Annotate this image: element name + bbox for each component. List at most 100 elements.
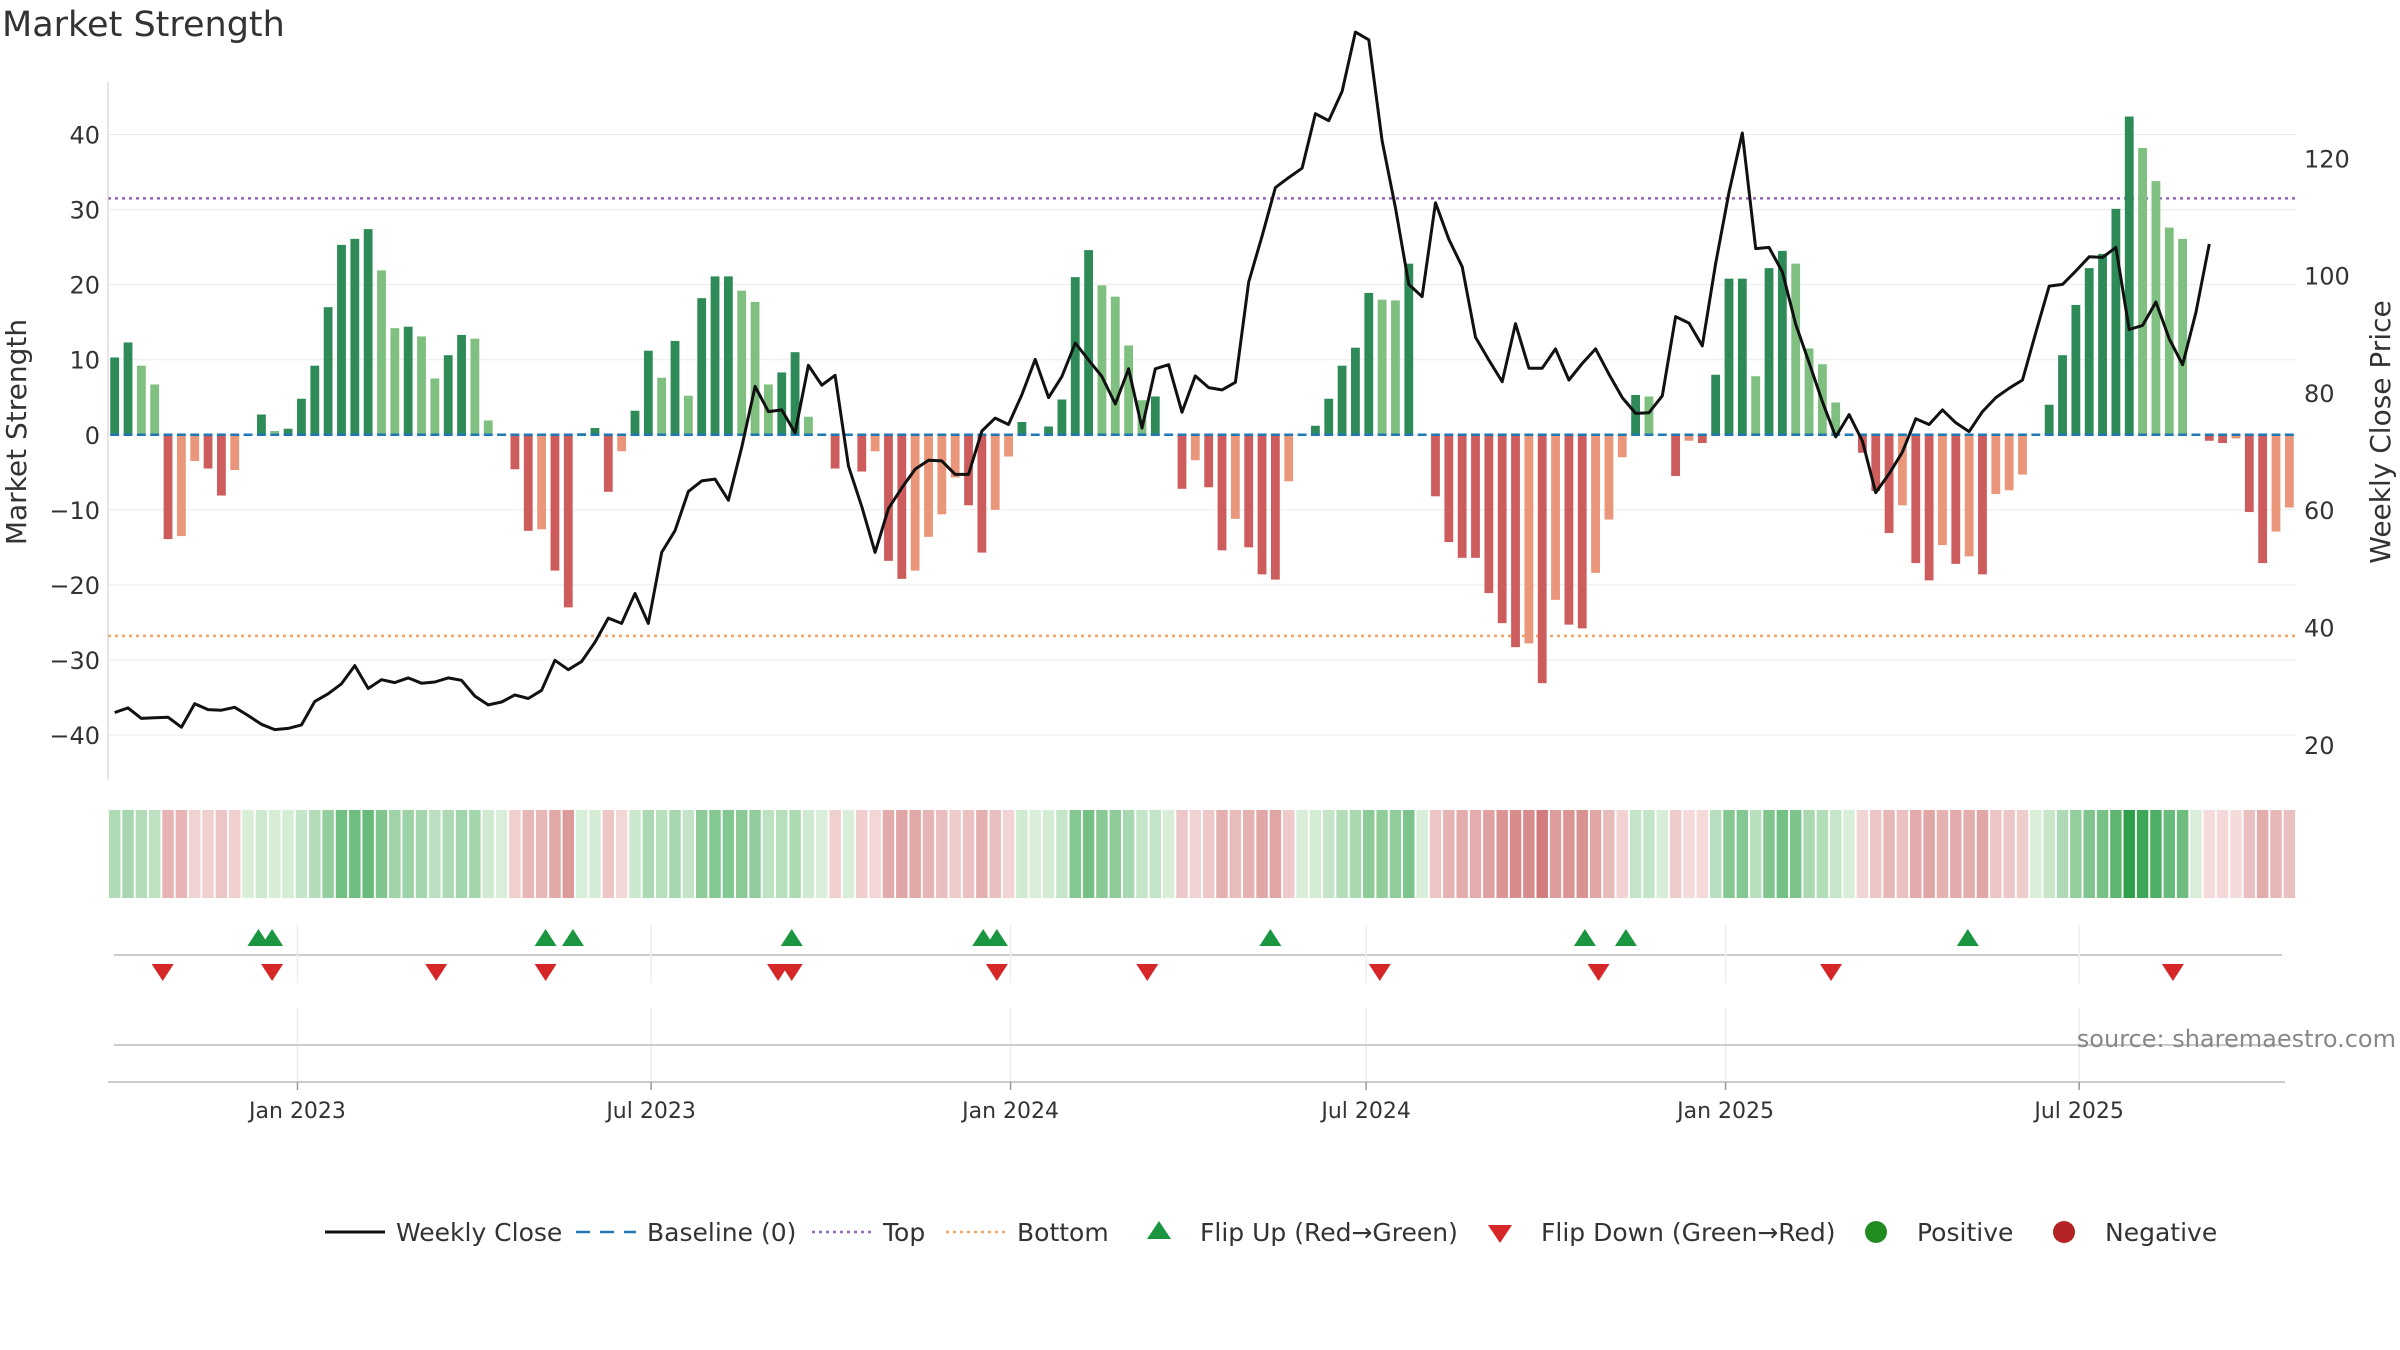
strength-bar <box>2258 434 2268 564</box>
heat-cell <box>2083 810 2095 898</box>
heat-cell <box>1136 810 1148 898</box>
strength-bar <box>977 434 987 553</box>
heat-cell <box>2123 810 2135 898</box>
heat-cell <box>309 810 321 898</box>
strength-bar <box>1751 376 1761 435</box>
heat-cell <box>2230 810 2242 898</box>
heat-cell <box>602 810 615 898</box>
heat-cell <box>1149 810 1162 898</box>
heat-cell <box>1643 810 1655 898</box>
y-tick-label: −40 <box>49 722 100 750</box>
heat-cell <box>2270 810 2282 898</box>
strength-bar <box>283 428 293 435</box>
heat-cell <box>2030 810 2042 898</box>
strength-bar <box>1244 434 1254 548</box>
y2-tick-label: 100 <box>2304 263 2350 291</box>
strength-bar <box>1564 434 1574 625</box>
y2-tick-label: 80 <box>2304 380 2335 408</box>
strength-bar <box>1310 425 1320 435</box>
strength-bar <box>737 290 747 435</box>
strength-heat-strip <box>108 810 2296 898</box>
strength-bar <box>643 350 653 435</box>
strength-bar <box>857 434 867 472</box>
heat-cell <box>1603 810 1615 898</box>
legend: Weekly Close Baseline (0) Top Bottom Flip Up… <box>325 1218 2217 1247</box>
y2-tick-label: 120 <box>2304 145 2350 173</box>
heat-cell <box>1870 810 1882 898</box>
strength-bar <box>2004 434 2014 491</box>
strength-bar <box>563 434 573 608</box>
strength-bar <box>750 301 760 435</box>
strength-bar <box>1524 434 1534 644</box>
heat-cell <box>2070 810 2082 898</box>
heat-cell <box>1709 810 1722 898</box>
strength-bar <box>1871 434 1881 492</box>
heat-cell <box>188 810 201 898</box>
chart-title: Market Strength <box>2 5 285 45</box>
heat-cell <box>1923 810 1935 898</box>
strength-bars <box>110 116 2294 684</box>
strength-bar <box>1791 263 1801 435</box>
heat-cell <box>735 810 748 898</box>
heat-cell <box>896 810 908 898</box>
strength-bar <box>683 395 693 435</box>
heat-cell <box>1950 810 1962 898</box>
legend-label: Top <box>882 1218 925 1247</box>
strength-bar <box>1230 434 1240 519</box>
legend-negative-swatch <box>2053 1221 2075 1243</box>
heat-cell <box>1683 810 1695 898</box>
heat-cell <box>789 810 801 898</box>
strength-bar <box>1017 421 1027 435</box>
heat-cell <box>1549 810 1562 898</box>
heat-cell <box>2216 810 2229 898</box>
strength-bar <box>1938 434 1947 546</box>
heat-cell <box>1242 810 1255 898</box>
flip-down-marker <box>1820 964 1843 981</box>
heat-cell <box>295 810 308 898</box>
heat-cell <box>202 810 214 898</box>
strength-bar <box>1644 396 1654 435</box>
flip-up-marker <box>1956 929 1979 946</box>
y-axis-label: Market Strength <box>0 319 33 545</box>
strength-bar <box>1497 434 1507 624</box>
heat-cell <box>1963 810 1975 898</box>
strength-bar <box>1537 434 1547 684</box>
strength-bar <box>1951 434 1961 564</box>
x-tick-label: Jan 2025 <box>1675 1099 1774 1124</box>
heat-cell <box>1749 810 1762 898</box>
heat-cell <box>1176 810 1188 898</box>
heat-cell <box>2203 810 2216 898</box>
strength-bar <box>457 334 466 435</box>
y-tick-label: −20 <box>49 572 100 600</box>
heat-cell <box>1776 810 1789 898</box>
strength-bar <box>2018 434 2027 475</box>
strength-bar <box>2151 181 2161 435</box>
x-tick-label: Jan 2023 <box>247 1099 346 1124</box>
strength-bar <box>1177 434 1187 489</box>
strength-bar <box>937 434 947 515</box>
heat-cell <box>335 810 348 898</box>
heat-cell <box>1616 810 1628 898</box>
strength-bar <box>1777 250 1787 435</box>
heat-cell <box>1736 810 1749 898</box>
flip-down-marker <box>2161 964 2184 981</box>
heat-cell <box>2190 810 2202 898</box>
y2-axis-label: Weekly Close Price <box>2364 300 2397 563</box>
flip-up-marker <box>561 929 584 946</box>
legend-positive-swatch <box>1865 1221 1887 1243</box>
strength-bar <box>1697 434 1707 444</box>
legend-label: Positive <box>1917 1218 2013 1247</box>
heat-cell <box>282 810 294 898</box>
heat-cell <box>1936 810 1949 898</box>
heat-cell <box>2176 810 2189 898</box>
heat-cell <box>842 810 855 898</box>
strength-bar <box>1978 434 1987 575</box>
y2-tick-label: 20 <box>2304 732 2335 760</box>
heat-cell <box>2110 810 2122 898</box>
reference-lines <box>108 197 2296 638</box>
strength-bar <box>350 238 360 435</box>
strength-bar <box>1337 365 1347 435</box>
strength-bar <box>136 365 146 435</box>
heat-cell <box>989 810 1001 898</box>
heat-cell <box>709 810 721 898</box>
